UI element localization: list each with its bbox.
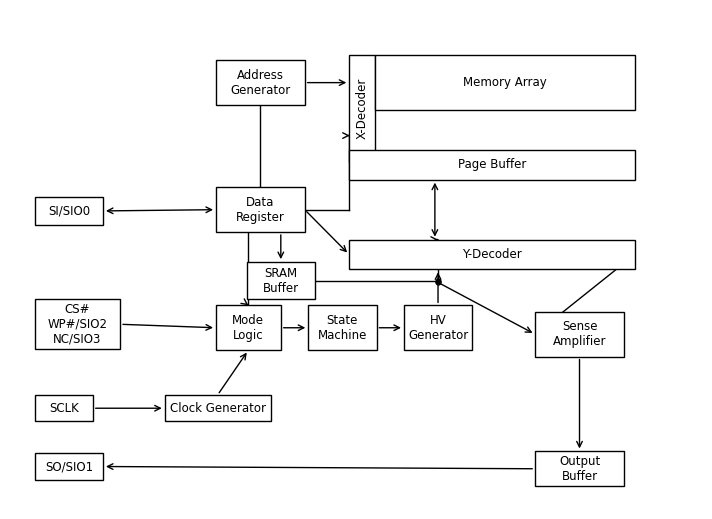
Bar (35, 299, 120, 349)
Text: Mode
Logic: Mode Logic (232, 314, 264, 342)
Bar (246, 262, 315, 299)
Text: Memory Array: Memory Array (463, 76, 547, 89)
Text: State
Machine: State Machine (318, 314, 367, 342)
Text: SRAM
Buffer: SRAM Buffer (263, 267, 299, 295)
Text: Y-Decoder: Y-Decoder (462, 248, 522, 261)
Bar (35, 395, 93, 421)
Bar (535, 452, 624, 486)
Bar (164, 395, 271, 421)
Bar (216, 60, 305, 105)
Text: HV
Generator: HV Generator (408, 314, 468, 342)
Bar (308, 305, 377, 350)
Text: Address
Generator: Address Generator (230, 69, 290, 97)
Text: Page Buffer: Page Buffer (458, 158, 526, 171)
Bar (404, 305, 472, 350)
Bar (375, 55, 635, 110)
Text: X-Decoder: X-Decoder (356, 78, 369, 140)
Bar (349, 150, 635, 180)
Text: Clock Generator: Clock Generator (169, 402, 266, 415)
Bar (535, 312, 624, 357)
Bar (216, 187, 305, 232)
Text: Sense
Amplifier: Sense Amplifier (553, 320, 606, 348)
Bar (349, 55, 375, 162)
Text: Data
Register: Data Register (236, 196, 285, 224)
Text: SCLK: SCLK (49, 402, 78, 415)
Text: Output
Buffer: Output Buffer (559, 455, 600, 483)
Bar (35, 453, 103, 480)
Bar (349, 240, 635, 269)
Text: SI/SIO0: SI/SIO0 (48, 204, 90, 217)
Bar (35, 197, 103, 225)
Text: SO/SIO1: SO/SIO1 (45, 460, 93, 473)
Text: CS#
WP#/SIO2
NC/SIO3: CS# WP#/SIO2 NC/SIO3 (48, 303, 108, 346)
Bar (216, 305, 281, 350)
